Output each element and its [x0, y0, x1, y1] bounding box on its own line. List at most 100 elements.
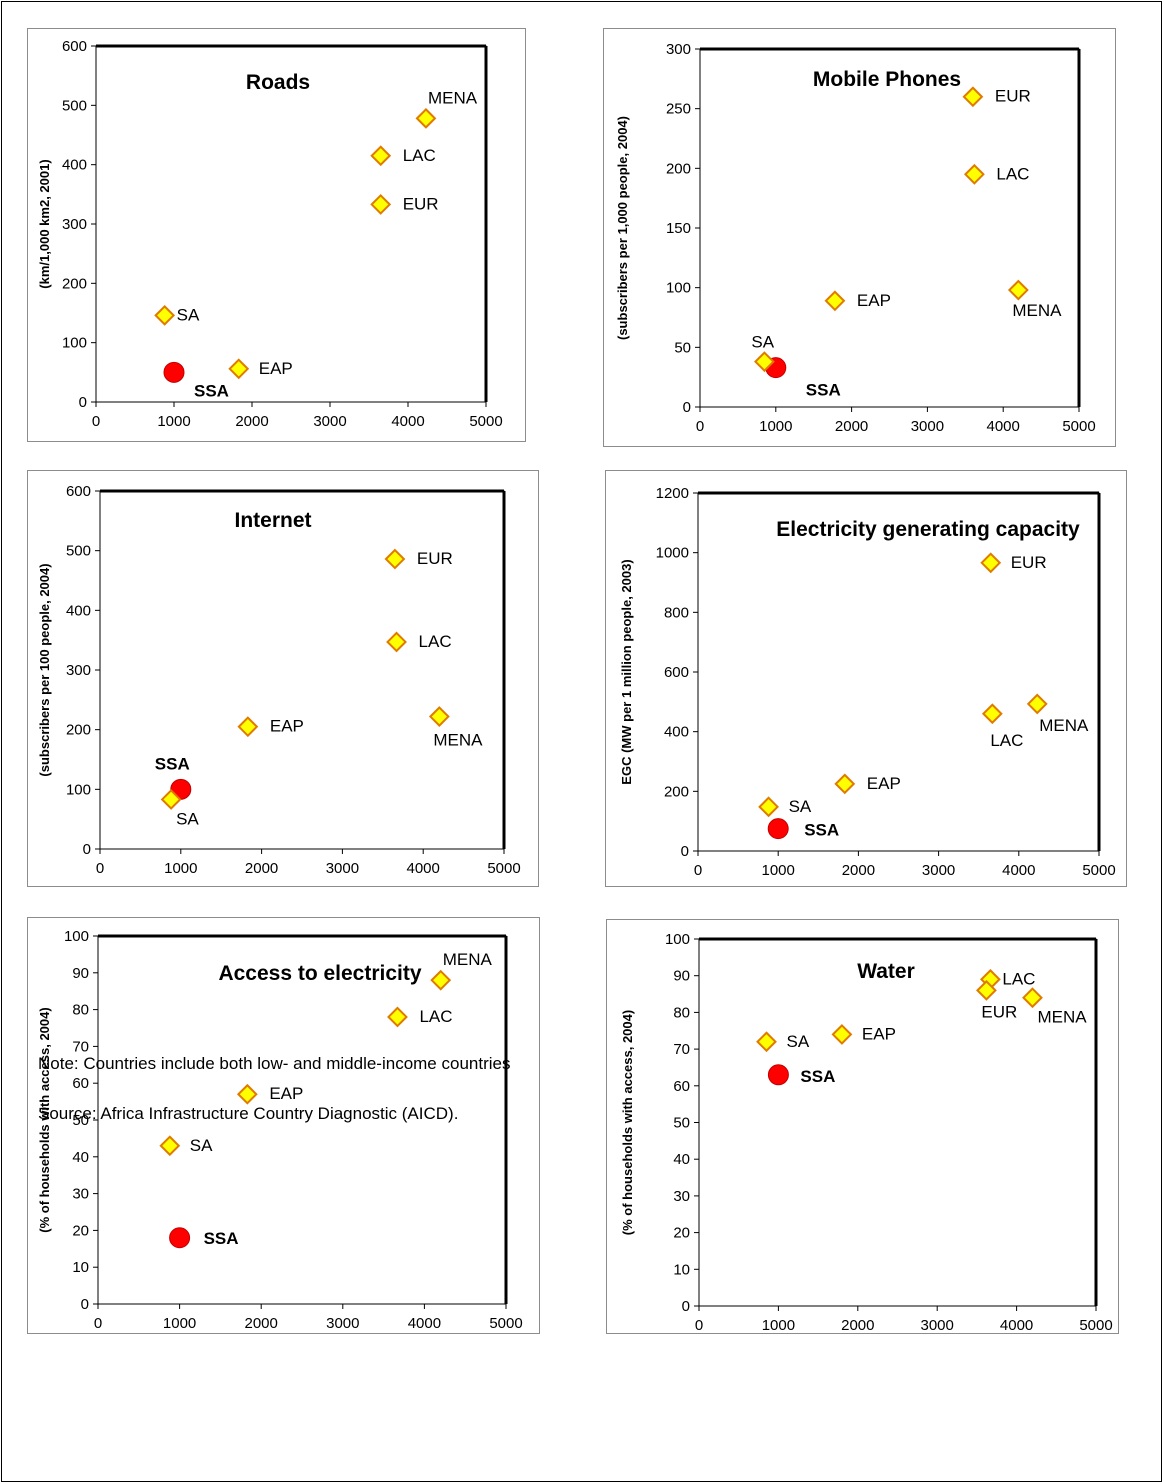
access-to-electricity-chart-panel: 0 10 20 30 40 50 60 70 80 90 100 0 1000 2000 3000 4000 5… [27, 917, 540, 1334]
y-tick-label: 250 [666, 101, 691, 118]
point-label: EUR [981, 1002, 1017, 1021]
x-tick-label: 1000 [762, 1317, 795, 1334]
x-tick-label: 1000 [164, 860, 197, 877]
chart-title: Roads [246, 71, 310, 94]
y-tick-label: 300 [66, 662, 91, 679]
y-tick-label: 800 [664, 604, 689, 621]
data-point-eap [228, 358, 250, 380]
y-tick-label: 400 [62, 157, 87, 174]
x-tick-label: 5000 [1082, 862, 1115, 879]
x-tick-label: 2000 [835, 418, 868, 435]
y-tick-label: 150 [666, 220, 691, 237]
y-tick-label: 400 [66, 602, 91, 619]
y-tick-label: 90 [72, 965, 89, 982]
data-point-mena [430, 969, 452, 991]
data-point-lac [370, 145, 392, 167]
point-label: SSA [155, 754, 190, 773]
point-label: SSA [804, 821, 839, 840]
point-label: SA [190, 1136, 213, 1155]
data-point-ssa [163, 361, 185, 383]
y-tick-label: 80 [72, 1002, 89, 1019]
data-point-mena [1022, 987, 1043, 1009]
point-label: EUR [995, 87, 1031, 106]
y-tick-label: 600 [664, 664, 689, 681]
data-point-ssa [767, 1064, 789, 1086]
x-tick-label: 2000 [245, 1315, 278, 1332]
y-tick-label: 0 [681, 843, 689, 860]
source-text: Source: Africa Infrastructure Country Di… [38, 1104, 459, 1123]
x-tick-label: 5000 [489, 1315, 522, 1332]
data-point-eur [962, 86, 984, 108]
x-tick-label: 4000 [1002, 862, 1035, 879]
data-point-ssa [767, 818, 789, 840]
data-point-sa [754, 351, 775, 373]
y-tick-label: 200 [666, 160, 691, 177]
data-point-eur [976, 979, 997, 1001]
point-label: EAP [862, 1024, 896, 1043]
x-tick-label: 3000 [921, 1317, 954, 1334]
x-tick-label: 1000 [762, 862, 795, 879]
y-tick-label: 100 [64, 928, 89, 945]
x-tick-label: 4000 [407, 860, 440, 877]
chart-svg: 0 100 200 300 400 500 600 0 1000 2000 3000 4000 5000… [37, 483, 521, 877]
point-label: MENA [428, 88, 478, 107]
y-tick-label: 70 [72, 1038, 89, 1055]
y-tick-label: 50 [674, 339, 691, 356]
y-tick-label: 1000 [656, 545, 689, 562]
point-label: SSA [800, 1067, 835, 1086]
point-label: SA [789, 797, 812, 816]
y-axis-label: (% of households with access, 2004) [620, 1010, 635, 1235]
y-tick-label: 500 [62, 97, 87, 114]
x-tick-label: 4000 [987, 418, 1020, 435]
data-point-mena [428, 706, 450, 727]
x-tick-label: 3000 [911, 418, 944, 435]
x-tick-label: 0 [96, 860, 104, 877]
chart-title: Mobile Phones [813, 68, 961, 91]
y-axis-label: (% of households with access, 2004) [37, 1007, 52, 1232]
plot-area [697, 492, 1100, 852]
point-label: EAP [259, 359, 293, 378]
x-tick-label: 1000 [759, 418, 792, 435]
x-tick-label: 5000 [487, 860, 520, 877]
y-tick-label: 90 [673, 968, 690, 985]
y-tick-label: 0 [79, 394, 87, 411]
y-tick-label: 30 [673, 1188, 690, 1205]
x-tick-label: 0 [694, 862, 702, 879]
y-axis-label: (subscribers per 1,000 people, 2004) [615, 116, 630, 340]
data-point-eap [831, 1024, 853, 1045]
x-tick-label: 0 [696, 418, 704, 435]
y-tick-label: 10 [673, 1261, 690, 1278]
y-tick-label: 40 [72, 1149, 89, 1166]
data-point-eap [236, 1083, 258, 1105]
x-tick-label: 2000 [841, 1317, 874, 1334]
data-point-sa [154, 304, 176, 326]
x-tick-label: 3000 [326, 860, 359, 877]
point-label: EUR [1011, 553, 1047, 572]
x-tick-label: 5000 [469, 413, 502, 430]
point-label: EAP [269, 1084, 303, 1103]
x-tick-label: 3000 [313, 413, 346, 430]
data-point-lac [387, 1006, 408, 1028]
y-tick-label: 0 [683, 399, 691, 416]
point-label: EAP [270, 717, 304, 736]
y-tick-label: 100 [665, 931, 690, 948]
point-label: LAC [403, 146, 436, 165]
x-tick-label: 2000 [842, 862, 875, 879]
y-tick-label: 0 [81, 1296, 89, 1313]
note-text: Note: Countries include both low- and mi… [38, 1054, 511, 1073]
data-point-eur [370, 194, 392, 215]
data-point-eap [834, 773, 856, 795]
point-label: SA [786, 1032, 809, 1051]
point-label: EUR [417, 549, 453, 568]
y-tick-label: 1200 [656, 485, 689, 502]
point-label: MENA [433, 731, 483, 750]
point-label: MENA [1037, 1008, 1087, 1027]
point-label: LAC [419, 1007, 452, 1026]
data-point-ssa [169, 1227, 191, 1249]
point-label: SSA [806, 381, 841, 400]
chart-title: Access to electricity [218, 962, 421, 985]
data-point-mena [415, 107, 437, 129]
internet-chart-panel: 0 100 200 300 400 500 600 0 1000 2000 3000 4000 5000… [27, 470, 539, 887]
point-label: MENA [1039, 716, 1089, 735]
